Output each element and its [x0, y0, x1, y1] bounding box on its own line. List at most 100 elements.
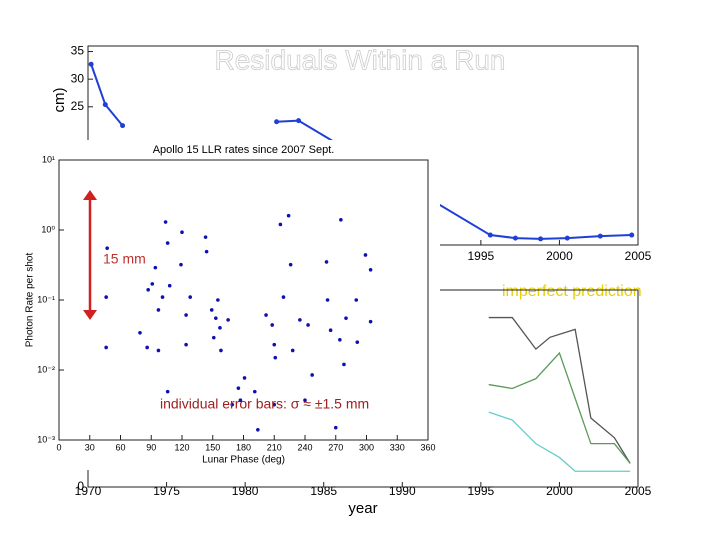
x-tick-label: 180: [236, 442, 251, 452]
annotation: imperfect prediction: [502, 283, 642, 300]
x-tick-label: 1995: [468, 249, 495, 263]
point: [328, 328, 333, 333]
point: [120, 123, 126, 129]
point: [216, 298, 220, 302]
x-tick-label: 1990: [389, 484, 416, 498]
point: [281, 295, 286, 299]
point: [156, 348, 161, 353]
x-tick-label: 150: [205, 442, 220, 452]
point: [156, 308, 161, 312]
point: [180, 230, 184, 235]
y-tick-label: 0: [77, 479, 84, 493]
y-tick-label: 10⁻¹: [37, 294, 55, 304]
y-tick-label: 10⁻²: [37, 364, 55, 374]
point: [238, 398, 243, 403]
point: [165, 389, 170, 394]
x-tick-label: 330: [390, 442, 405, 452]
point: [342, 362, 346, 367]
point: [333, 425, 338, 430]
point: [278, 222, 283, 227]
point: [214, 316, 218, 320]
point: [274, 119, 280, 125]
x-tick-label: 1970: [75, 484, 102, 498]
y-axis-label: Photon Rate per shot: [25, 253, 36, 348]
y-tick-label: 30: [71, 71, 85, 85]
point: [354, 298, 359, 302]
y-tick-label: 35: [71, 44, 85, 58]
series-line: [488, 351, 631, 464]
point: [324, 260, 329, 264]
point: [325, 298, 330, 302]
y-tick-label: 25: [71, 99, 85, 113]
point: [160, 295, 165, 299]
overlay: 15 mm individual error bars: σ ≈ ±1.5 mm…: [83, 44, 506, 412]
point: [538, 236, 544, 242]
point: [104, 295, 108, 299]
x-tick-label: 240: [297, 442, 312, 452]
point: [167, 283, 172, 288]
point: [184, 313, 188, 317]
rate-panel: 0 30 60 90 120 150 180 210 240 270 300 330 360 10⁻³ 10…: [20, 140, 440, 470]
point: [286, 213, 291, 218]
point: [303, 398, 307, 403]
point: [105, 246, 109, 250]
point: [150, 282, 155, 286]
x-tick-label: 1975: [153, 484, 180, 498]
point: [146, 287, 150, 292]
point: [226, 318, 230, 322]
point: [272, 402, 277, 407]
annotation: individual error bars: σ ≈ ±1.5 mm: [160, 396, 369, 412]
point: [273, 355, 278, 360]
point: [211, 335, 216, 340]
point: [368, 268, 373, 272]
point: [270, 323, 275, 327]
point: [102, 102, 108, 108]
x-tick-label: 210: [267, 442, 282, 452]
point: [310, 373, 314, 377]
x-tick-label: 1985: [310, 484, 337, 498]
point: [487, 232, 493, 238]
point: [355, 340, 360, 344]
y-axis-label: cm): [51, 88, 68, 113]
x-tick-label: 1995: [468, 484, 495, 498]
point: [153, 265, 158, 270]
x-tick-label: 270: [328, 442, 343, 452]
point: [188, 295, 192, 299]
point: [512, 235, 518, 241]
slide-title: Residuals Within a Run: [214, 44, 505, 75]
y-tick-label: 10⁰: [41, 224, 55, 234]
point: [272, 342, 277, 347]
point: [264, 313, 268, 317]
point: [256, 427, 260, 432]
y-tick-label: 10⁻³: [37, 434, 55, 444]
point: [145, 345, 149, 350]
x-tick-label: 2005: [625, 249, 652, 263]
point: [288, 262, 293, 267]
point: [204, 249, 209, 254]
x-tick-label: 1980: [232, 484, 259, 498]
point: [242, 376, 247, 380]
point: [363, 253, 368, 257]
point: [230, 402, 235, 407]
point: [163, 220, 168, 224]
x-tick-label: 0: [56, 442, 61, 452]
point: [338, 338, 342, 342]
x-axis-label: Lunar Phase (deg): [202, 455, 285, 466]
point: [209, 308, 214, 312]
x-axis-label: year: [348, 500, 377, 517]
point: [597, 233, 603, 239]
x-tick-label: 360: [420, 442, 435, 452]
point: [184, 342, 188, 347]
x-tick-label: 2005: [625, 484, 652, 498]
point: [344, 316, 348, 320]
x-tick-label: 60: [115, 442, 125, 452]
point: [306, 323, 310, 327]
point: [218, 326, 222, 330]
point: [179, 262, 183, 267]
point: [296, 118, 302, 124]
point: [219, 348, 223, 353]
point: [252, 389, 257, 394]
point: [104, 345, 108, 350]
point: [165, 241, 170, 245]
